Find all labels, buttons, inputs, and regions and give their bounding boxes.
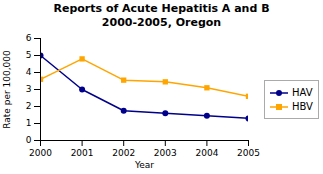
svg-text:0: 0 <box>26 135 32 145</box>
svg-text:2002: 2002 <box>112 147 135 157</box>
svg-text:3: 3 <box>26 84 32 94</box>
svg-text:1: 1 <box>26 118 32 128</box>
svg-text:6: 6 <box>26 33 32 43</box>
svg-text:2005: 2005 <box>237 147 260 157</box>
svg-text:Year: Year <box>134 159 154 169</box>
svg-text:Rate per 100,000: Rate per 100,000 <box>2 49 12 128</box>
html-text:HBV: HBV <box>292 101 313 112</box>
svg-text:5: 5 <box>26 50 32 60</box>
svg-text:2: 2 <box>26 101 32 111</box>
svg-text:2004: 2004 <box>195 147 218 157</box>
html-text:Reports of Acute Hepatitis A a: Reports of Acute Hepatitis A and B 2000-… <box>53 2 270 29</box>
svg-text:2003: 2003 <box>154 147 177 157</box>
svg-text:4: 4 <box>26 67 32 77</box>
html-text:HAV: HAV <box>292 87 313 98</box>
svg-text:2001: 2001 <box>71 147 94 157</box>
svg-text:2000: 2000 <box>29 147 52 157</box>
